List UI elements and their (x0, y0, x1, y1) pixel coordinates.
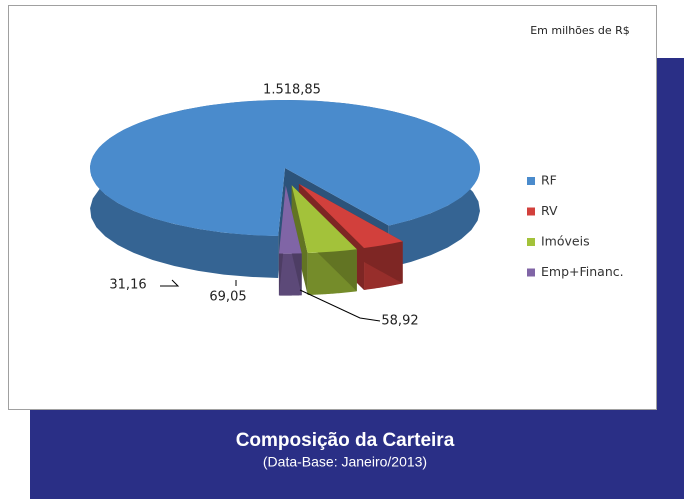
legend-label: RV (541, 203, 558, 218)
data-label: 58,92 (381, 314, 418, 329)
chart-subtitle: (Data-Base: Janeiro/2013) (263, 454, 427, 470)
pie-slice (278, 185, 302, 254)
data-label: 1.518,85 (263, 83, 321, 98)
pie-slice (291, 185, 357, 253)
legend-swatch (527, 207, 535, 216)
data-label: 31,16 (109, 278, 146, 293)
pie-slice (298, 183, 403, 248)
leader-line (299, 289, 381, 322)
legend-label: Emp+Financ. (541, 264, 624, 279)
chart-title: Composição da Carteira (236, 430, 455, 451)
leader-line (160, 279, 180, 287)
unit-note: Em milhões de R$ (530, 24, 630, 37)
slice-face (291, 185, 308, 295)
legend-swatch (527, 238, 535, 246)
legend-label: RF (541, 173, 557, 188)
legend-swatch (527, 177, 535, 185)
pie-slice (89, 100, 481, 236)
legend-swatch (527, 268, 535, 277)
data-label: 69,05 (209, 290, 246, 305)
legend-label: Imóveis (541, 234, 590, 249)
